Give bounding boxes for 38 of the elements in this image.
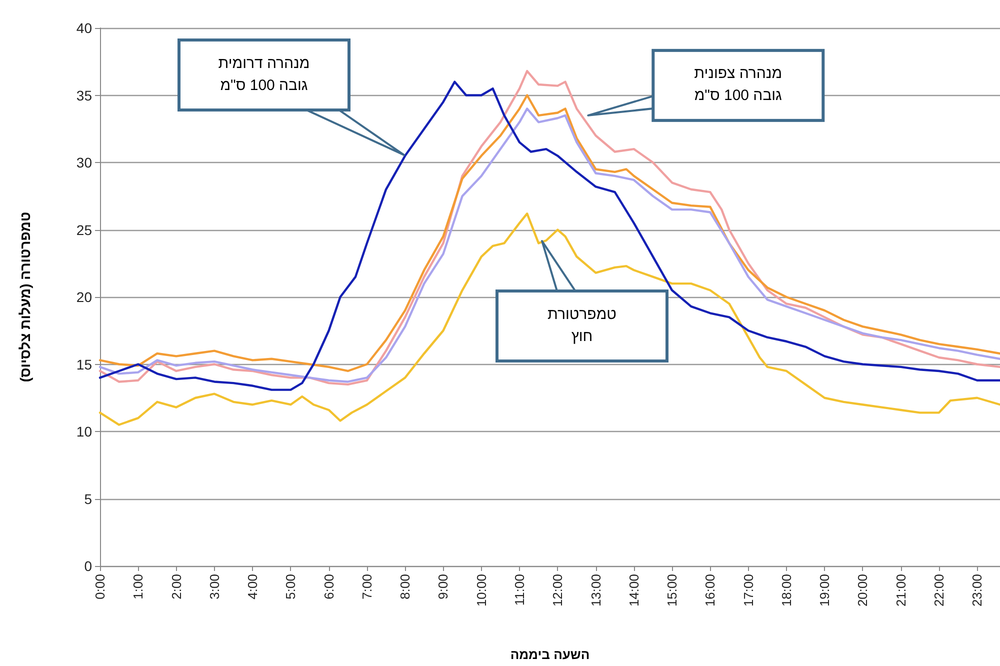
y-tick-label: 25 <box>76 222 92 238</box>
x-tick-label: 2:00 <box>168 574 184 600</box>
x-tick-label: 12:00 <box>550 574 566 607</box>
y-tick-label: 30 <box>76 154 92 170</box>
x-tick-label: 4:00 <box>245 574 260 600</box>
y-axis-title: טמפרטורה (מעלות צלסיוס) <box>17 212 33 382</box>
x-axis-title: השעה ביממה <box>510 647 590 662</box>
annotation: טמפרטורת חוץ <box>548 305 616 347</box>
y-tick-label: 40 <box>76 20 92 36</box>
y-tick-label: 15 <box>76 356 92 372</box>
x-tick-label: 21:00 <box>893 574 908 607</box>
x-tick-label: 11:00 <box>512 574 527 606</box>
x-tick-label: 3:00 <box>206 574 222 600</box>
x-tick-label: 5:00 <box>283 574 298 600</box>
x-tick-label: 17:00 <box>740 574 756 607</box>
x-tick-label: 9:00 <box>436 574 451 600</box>
x-tick-label: 18:00 <box>778 574 794 607</box>
x-tick-label: 13:00 <box>588 574 604 607</box>
x-tick-label: 7:00 <box>359 574 374 600</box>
x-tick-label: 10:00 <box>474 574 489 607</box>
x-tick-label: 6:00 <box>321 574 336 600</box>
y-tick-label: 0 <box>84 558 92 574</box>
y-tick-label: 10 <box>76 424 92 440</box>
x-tick-label: 19:00 <box>817 574 832 607</box>
annotation: מנהרה דרומית גובה 100 ס"מ <box>218 54 310 96</box>
x-tick-label: 23:00 <box>970 574 985 607</box>
x-tick-label: 0:00 <box>92 574 108 600</box>
annotation: מנהרה צפונית גובה 100 ס"מ <box>694 64 782 106</box>
y-tick-label: 35 <box>76 87 92 104</box>
x-tick-label: 22:00 <box>931 574 946 607</box>
y-tick-label: 20 <box>76 289 92 305</box>
y-tick-label: 5 <box>84 490 92 507</box>
x-tick-label: 8:00 <box>398 574 413 600</box>
x-tick-label: 20:00 <box>855 574 870 607</box>
x-tick-label: 1:00 <box>130 574 146 600</box>
x-tick-label: 14:00 <box>626 574 642 607</box>
x-tick-label: 15:00 <box>664 574 680 607</box>
x-tick-label: 16:00 <box>702 574 718 607</box>
